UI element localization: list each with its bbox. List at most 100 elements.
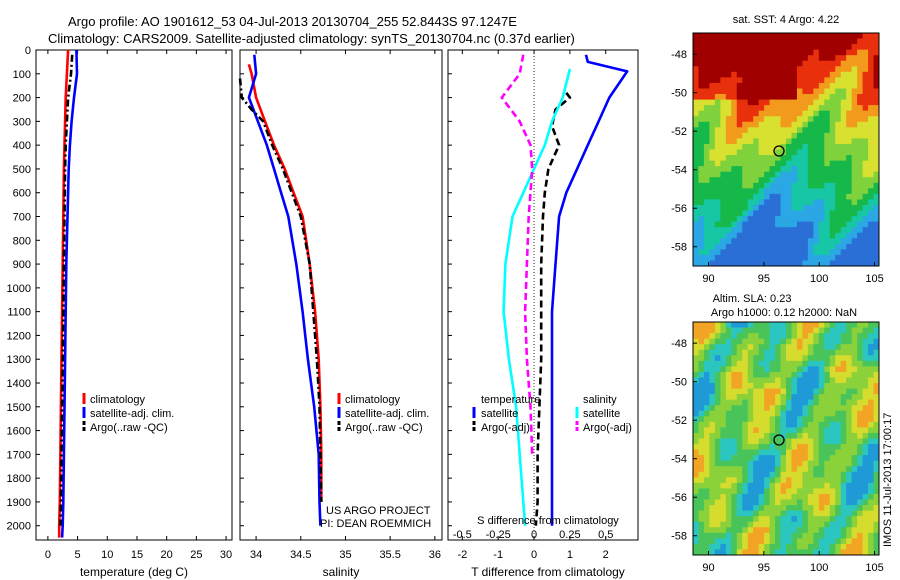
map-cell	[698, 444, 705, 451]
map-cell	[791, 99, 798, 106]
map-cell	[775, 110, 782, 117]
map-cell	[862, 210, 869, 217]
map-cell	[731, 471, 738, 478]
map-cell	[725, 349, 732, 356]
map-cell	[742, 405, 749, 412]
map-cell	[829, 33, 836, 40]
map-cell	[720, 333, 727, 340]
map-cell	[747, 193, 754, 200]
map-cell	[764, 66, 771, 73]
map-cell	[742, 377, 749, 384]
map-cell	[813, 127, 820, 134]
map-cell	[731, 427, 738, 434]
map-cell	[764, 444, 771, 451]
map-cell	[835, 177, 842, 184]
map-cell	[703, 360, 710, 367]
map-cell	[786, 99, 792, 106]
map-cell	[868, 543, 875, 550]
map-cell	[786, 543, 792, 550]
map-cell	[791, 232, 798, 239]
map-cell	[840, 227, 847, 234]
map-cell	[835, 333, 842, 340]
map-cell	[862, 105, 869, 112]
map-cell	[769, 204, 776, 212]
map-cell	[791, 221, 798, 228]
map-cell	[714, 94, 721, 101]
map-cell	[857, 399, 864, 406]
map-cell	[786, 488, 792, 495]
series-line-satellite	[502, 68, 572, 526]
map-cell	[731, 388, 738, 395]
map-cell	[807, 355, 814, 362]
map-cell	[758, 493, 765, 501]
map-cell	[698, 227, 705, 234]
map-cell	[709, 449, 716, 456]
map-cell	[698, 243, 705, 250]
map-cell	[775, 105, 782, 112]
map-cell	[758, 460, 765, 467]
map-cell	[868, 38, 875, 45]
map-cell	[747, 249, 754, 256]
map-cell	[780, 477, 787, 484]
map-cell	[742, 260, 749, 267]
map-cell	[791, 410, 798, 417]
map-cell	[775, 455, 782, 462]
map-cell	[873, 444, 880, 451]
map-cell	[840, 510, 847, 517]
map-cell	[791, 505, 798, 512]
map-cell	[693, 549, 699, 556]
map-cell	[731, 232, 738, 239]
map-cell	[693, 388, 699, 395]
map-cell	[818, 254, 825, 261]
map-cell	[873, 493, 880, 501]
map-cell	[753, 460, 760, 467]
map-cell	[862, 232, 869, 239]
map-cell	[802, 327, 809, 334]
map-cell	[818, 516, 825, 523]
map-cell	[698, 177, 705, 184]
map-cell	[851, 366, 858, 373]
map-cell	[851, 499, 858, 506]
map-cell	[829, 516, 836, 523]
map-cell	[851, 333, 858, 340]
map-cell	[807, 138, 814, 145]
map-cell	[703, 355, 710, 362]
map-cell	[829, 427, 836, 434]
map-cell	[742, 132, 749, 139]
map-cell	[829, 177, 836, 184]
map-cell	[857, 232, 864, 239]
map-cell	[857, 383, 864, 390]
map-cell	[709, 232, 716, 239]
map-cell	[862, 171, 869, 178]
map-cell	[868, 410, 875, 417]
map-cell	[791, 121, 798, 128]
map-cell	[862, 449, 869, 456]
x-tick-label: 5	[75, 549, 81, 561]
map-cell	[693, 88, 699, 95]
map-cell	[835, 488, 842, 495]
map-cell	[780, 432, 787, 439]
difference-legend: temperature salinity satellite Argo(-adj…	[472, 394, 632, 434]
map-cell	[862, 471, 869, 478]
map-cell	[736, 238, 743, 245]
map-cell	[840, 243, 847, 250]
map-cell	[796, 360, 803, 367]
map-cell	[725, 149, 732, 156]
map-cell	[862, 532, 869, 539]
map-cell	[736, 383, 743, 390]
map-cell	[851, 493, 858, 501]
map-cell	[802, 177, 809, 184]
map-cell	[769, 505, 776, 512]
map-cell	[709, 527, 716, 534]
map-cell	[868, 482, 875, 489]
map-cell	[742, 527, 749, 534]
map-cell	[873, 333, 880, 340]
map-cell	[753, 182, 760, 189]
map-cell	[775, 532, 782, 539]
map-cell	[802, 77, 809, 84]
map-cell	[764, 116, 771, 123]
map-cell	[703, 77, 710, 84]
map-cell	[851, 432, 858, 439]
map-cell	[725, 438, 732, 445]
map-cell	[829, 171, 836, 178]
